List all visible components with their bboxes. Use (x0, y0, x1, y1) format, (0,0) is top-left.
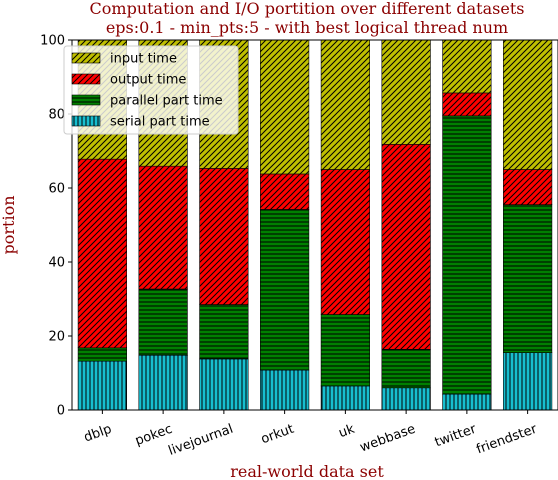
bar-hatch-uk-input-time (320, 39, 370, 170)
x-tick-label-livejournal: livejournal (167, 422, 236, 459)
bar-hatch-dblp-output-time (77, 158, 127, 349)
bar-hatch-friendster-serial-part-time (503, 352, 553, 411)
y-axis-label: portion (0, 195, 18, 254)
bar-hatch-orkut-serial-part-time (260, 369, 310, 411)
y-axis-ticks: 0 20 40 60 80 100 (40, 34, 72, 419)
bar-hatch-twitter-input-time (442, 39, 492, 94)
x-axis-label: real-world data set (230, 462, 384, 480)
y-tick-label-20: 20 (48, 330, 65, 345)
bar-hatch-friendster-input-time (503, 39, 553, 170)
bar-hatch-orkut-input-time (260, 39, 310, 175)
bar-hatch-webbase-input-time (381, 39, 431, 145)
bar-hatch-livejournal-parallel-part-time (199, 304, 249, 360)
bar-hatch-webbase-parallel-part-time (381, 349, 431, 389)
legend-swatch-hatch-parallel-part-time (71, 94, 101, 106)
x-tick-label-webbase: webbase (358, 422, 418, 456)
x-tick-label-uk: uk (337, 422, 357, 442)
legend: input time output time parallel part time s… (63, 45, 239, 135)
legend-label-output-time: output time (110, 73, 186, 88)
bar-hatch-livejournal-serial-part-time (199, 358, 249, 411)
bar-hatch-friendster-parallel-part-time (503, 204, 553, 353)
legend-label-serial-part-time: serial part time (110, 115, 210, 130)
legend-label-parallel-part-time: parallel part time (110, 94, 223, 109)
bar-hatch-twitter-output-time (442, 92, 492, 117)
y-tick-label-80: 80 (48, 108, 65, 123)
legend-frame (63, 45, 239, 135)
x-tick-label-friendster: friendster (474, 421, 539, 457)
legend-swatch-hatch-serial-part-time (71, 115, 101, 127)
x-tick-label-twitter: twitter (433, 421, 479, 450)
bar-hatch-orkut-parallel-part-time (260, 209, 310, 371)
bar-hatch-friendster-output-time (503, 169, 553, 205)
y-tick-label-0: 0 (57, 404, 65, 419)
bar-hatch-twitter-serial-part-time (442, 393, 492, 411)
y-tick-label-100: 100 (40, 34, 65, 49)
plot-frame (71, 39, 558, 411)
bar-hatch-dblp-serial-part-time (77, 360, 127, 411)
bar-hatch-orkut-output-time (260, 173, 310, 210)
y-tick-label-60: 60 (48, 182, 65, 197)
legend-label-input-time: input time (110, 52, 177, 67)
x-tick-label-dblp: dblp (82, 422, 114, 446)
chart-title: Computation and I/O portition over diffe… (90, 0, 525, 18)
bar-hatch-twitter-parallel-part-time (442, 115, 492, 395)
bar-hatch-uk-output-time (320, 169, 370, 315)
legend-swatch-hatch-input-time (71, 52, 101, 64)
bar-hatch-uk-parallel-part-time (320, 314, 370, 387)
bar-hatch-livejournal-output-time (199, 168, 249, 305)
bar-hatch-pokec-serial-part-time (138, 354, 188, 411)
bar-hatch-webbase-output-time (381, 144, 431, 350)
bar-hatch-pokec-parallel-part-time (138, 288, 188, 356)
bar-hatch-dblp-parallel-part-time (77, 347, 127, 362)
chart-subtitle: eps:0.1 - min_pts:5 - with best logical … (106, 18, 508, 37)
y-tick-label-40: 40 (48, 256, 65, 271)
bar-hatch-pokec-output-time (138, 165, 188, 290)
legend-swatch-hatch-output-time (71, 73, 101, 85)
bar-hatch-webbase-serial-part-time (381, 387, 431, 411)
bar-hatch-uk-serial-part-time (320, 385, 370, 411)
x-tick-label-orkut: orkut (259, 422, 296, 448)
